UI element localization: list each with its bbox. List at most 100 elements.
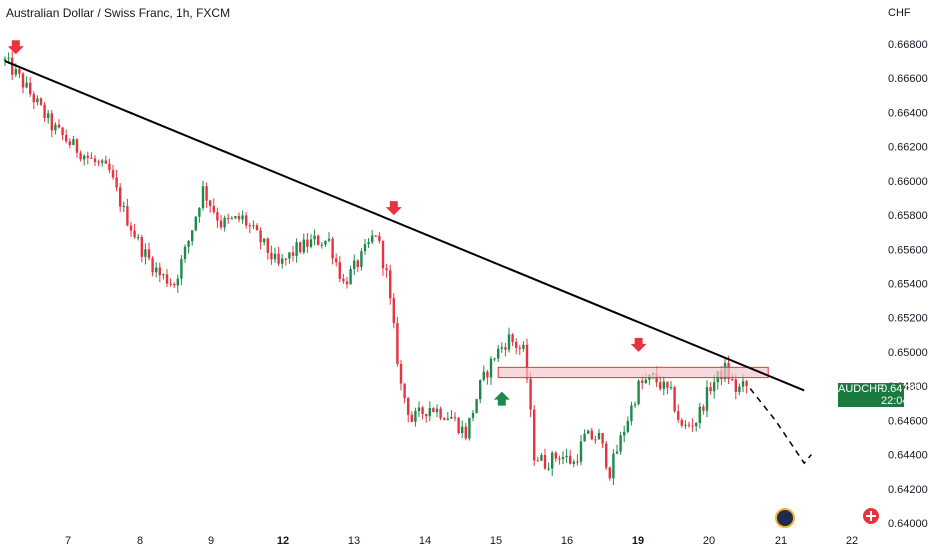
current-price-tag: AUDCHF 0.64786 22:04: [838, 383, 921, 407]
price-tag-value: 0.64786: [881, 383, 921, 395]
x-tick-label: 15: [490, 535, 502, 547]
y-tick-label: 0.64000: [888, 518, 928, 530]
candle-body: [565, 455, 568, 458]
y-tick-label: 0.64600: [888, 415, 928, 427]
y-tick-label: 0.65200: [888, 313, 928, 325]
candle-body: [468, 417, 471, 439]
x-tick-label: 12: [277, 535, 289, 547]
candle-body: [669, 387, 673, 389]
candle-body: [579, 441, 583, 462]
candle-body: [590, 430, 593, 440]
candle-body: [493, 358, 496, 360]
candle-body: [543, 455, 547, 469]
candle-body: [288, 252, 291, 259]
candle-body: [425, 413, 428, 417]
candle-body: [583, 433, 586, 442]
replay-icon[interactable]: [775, 508, 795, 528]
candle-body: [687, 424, 691, 426]
candle-body: [695, 422, 698, 427]
candle-body: [119, 187, 122, 207]
price-tag-symbol: AUDCHF: [838, 383, 884, 395]
candle-body: [173, 284, 176, 286]
candles-layer: [3, 50, 748, 486]
candle-body: [637, 380, 640, 405]
sell-arrow-icon: [7, 40, 24, 55]
candle-body: [61, 127, 64, 136]
candle-body: [317, 235, 320, 245]
candle-body: [457, 418, 460, 433]
candle-body: [223, 217, 226, 228]
candle-body: [327, 238, 331, 241]
candle-body: [151, 258, 154, 273]
candle-body: [259, 230, 262, 243]
candle-body: [65, 135, 68, 142]
y-tick-label: 0.64200: [888, 484, 928, 496]
candle-body: [155, 267, 158, 273]
candle-body: [443, 418, 446, 420]
candle-body: [702, 406, 705, 411]
candle-body: [230, 218, 233, 220]
candle-body: [349, 268, 352, 285]
x-tick-label: 20: [703, 535, 715, 547]
candle-body: [234, 216, 237, 219]
candle-body: [255, 225, 259, 231]
candle-body: [104, 160, 107, 164]
candle-body: [54, 124, 57, 131]
candle-body: [641, 380, 644, 383]
candle-body: [612, 453, 615, 479]
candle-body: [281, 258, 284, 264]
candle-body: [471, 412, 475, 418]
candle-body: [356, 260, 359, 268]
candle-body: [381, 240, 385, 269]
candle-body: [129, 225, 133, 231]
candle-body: [11, 57, 14, 75]
candle-body: [475, 399, 478, 413]
candle-body: [79, 152, 82, 160]
candle-body: [122, 206, 125, 208]
candle-body: [644, 379, 647, 383]
sell-arrow-icon: [630, 337, 647, 352]
candle-body: [486, 371, 489, 378]
candle-body: [741, 381, 745, 387]
candle-body: [245, 215, 248, 226]
y-tick-label: 0.66600: [888, 73, 928, 85]
chart-title: Australian Dollar / Swiss Franc, 1h, FXC…: [6, 6, 231, 20]
candle-body: [691, 425, 694, 427]
candle-body: [533, 409, 536, 461]
candle-body: [248, 225, 251, 227]
sell-arrow-icon: [385, 201, 402, 216]
candle-body: [335, 258, 338, 263]
candle-body: [522, 344, 525, 349]
candle-body: [97, 161, 100, 163]
candle-body: [180, 259, 183, 279]
candle-body: [623, 431, 626, 436]
candle-body: [731, 379, 734, 381]
y-tick-label: 0.64400: [888, 450, 928, 462]
candle-body: [392, 298, 395, 324]
candle-body: [561, 457, 565, 460]
price-tag-countdown: 22:04: [881, 395, 909, 407]
x-axis: 7 8 9 12 13 14 15 16 19 20 21 22: [65, 535, 858, 547]
candle-body: [266, 238, 269, 253]
candle-body: [666, 381, 669, 388]
candle-body: [673, 387, 676, 412]
y-axis: CHF 0.66800 0.66600 0.66400 0.66200 0.66000 0.…: [888, 7, 928, 530]
candle-body: [3, 58, 7, 62]
candle-body: [32, 94, 35, 103]
candle-body: [140, 237, 143, 257]
candle-body: [176, 278, 179, 286]
candle-body: [270, 252, 273, 260]
y-tick-label: 0.66400: [888, 107, 928, 119]
y-tick-label: 0.65600: [888, 244, 928, 256]
candle-body: [342, 278, 345, 282]
candle-body: [439, 408, 442, 419]
candle-body: [209, 200, 212, 206]
candle-body: [126, 206, 129, 226]
alert-icon[interactable]: [863, 508, 879, 524]
x-tick-label: 22: [846, 535, 858, 547]
x-tick-label: 13: [348, 535, 360, 547]
candle-body: [101, 160, 104, 163]
candle-body: [338, 262, 341, 279]
x-tick-label: 16: [561, 535, 573, 547]
